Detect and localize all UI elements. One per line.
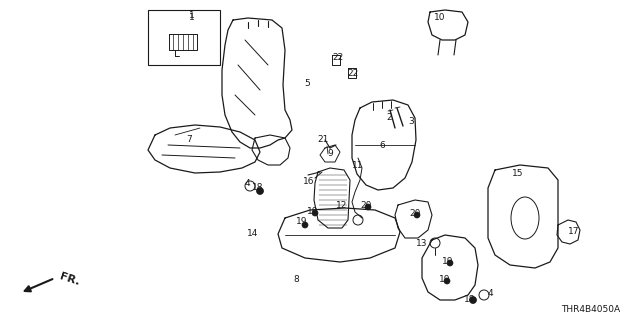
Circle shape bbox=[447, 260, 453, 266]
Circle shape bbox=[444, 278, 450, 284]
Text: 18: 18 bbox=[252, 183, 264, 193]
Text: 10: 10 bbox=[435, 13, 445, 22]
Text: 13: 13 bbox=[416, 238, 428, 247]
Text: 20: 20 bbox=[360, 201, 372, 210]
Text: 7: 7 bbox=[186, 135, 192, 145]
Text: 3: 3 bbox=[408, 117, 414, 126]
Circle shape bbox=[470, 297, 477, 303]
Circle shape bbox=[302, 222, 308, 228]
Text: 22: 22 bbox=[332, 53, 344, 62]
Text: 16: 16 bbox=[303, 177, 315, 186]
Text: 9: 9 bbox=[327, 148, 333, 157]
Text: 1: 1 bbox=[189, 13, 195, 22]
Text: 4: 4 bbox=[244, 179, 250, 188]
Text: 2: 2 bbox=[386, 113, 392, 122]
Text: 12: 12 bbox=[336, 201, 348, 210]
Text: FR.: FR. bbox=[58, 271, 81, 287]
Text: 21: 21 bbox=[317, 135, 329, 145]
Text: 19: 19 bbox=[439, 276, 451, 284]
Text: 17: 17 bbox=[568, 228, 580, 236]
Text: 19: 19 bbox=[307, 207, 319, 217]
Text: 8: 8 bbox=[293, 276, 299, 284]
Circle shape bbox=[257, 188, 264, 195]
Text: 20: 20 bbox=[410, 209, 420, 218]
Text: 22: 22 bbox=[348, 68, 358, 77]
Text: 4: 4 bbox=[487, 290, 493, 299]
Text: 5: 5 bbox=[304, 78, 310, 87]
Bar bbox=[148, 10, 220, 65]
Text: 1: 1 bbox=[189, 11, 195, 20]
Circle shape bbox=[312, 210, 318, 216]
Text: 19: 19 bbox=[442, 257, 454, 266]
Circle shape bbox=[365, 204, 371, 210]
Circle shape bbox=[414, 212, 420, 218]
Text: 11: 11 bbox=[352, 161, 364, 170]
Text: 15: 15 bbox=[512, 170, 524, 179]
Text: 6: 6 bbox=[379, 140, 385, 149]
Text: 19: 19 bbox=[296, 218, 308, 227]
Text: 14: 14 bbox=[247, 229, 259, 238]
Text: THR4B4050A: THR4B4050A bbox=[561, 305, 620, 314]
Text: 18: 18 bbox=[464, 294, 476, 303]
